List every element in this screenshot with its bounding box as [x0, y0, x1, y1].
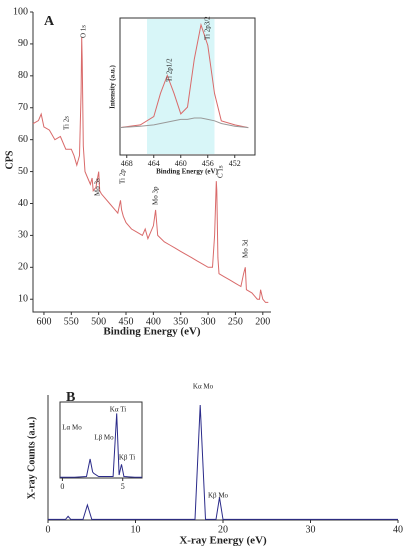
y-tick-label: 50: [18, 166, 28, 177]
x-tick-label: 0: [60, 482, 64, 491]
peak-label: Mo 3s: [94, 178, 102, 196]
panel-label: A: [44, 14, 55, 29]
inset-frame: [59, 401, 143, 479]
y-tick-label: 90: [18, 38, 28, 49]
x-tick-label: 456: [202, 159, 214, 168]
y-tick-label: 20: [18, 262, 28, 273]
peak-label: Kβ Ti: [119, 454, 135, 462]
peak-label: Kα Ti: [110, 406, 127, 414]
x-tick-label: 20: [218, 524, 228, 535]
x-tick-label: 250: [228, 316, 243, 327]
peak-label: Ti 2s: [63, 116, 71, 130]
x-tick-label: 464: [148, 159, 160, 168]
spectrum-line: [119, 22, 249, 129]
x-tick-label: 468: [121, 159, 133, 168]
x-tick-label: 550: [64, 316, 79, 327]
peak-label: Ti 2p: [119, 169, 127, 184]
x-tick-label: 452: [229, 159, 241, 168]
spectrum-line: [32, 37, 269, 303]
x-tick-label: 5: [121, 482, 125, 491]
x-tick-label: 10: [131, 524, 141, 535]
y-tick-label: 30: [18, 230, 28, 241]
x-axis-label: Binding Energy (eV): [156, 168, 219, 176]
x-tick-label: 500: [91, 316, 106, 327]
spectrum-line: [119, 117, 249, 129]
y-axis-label: X-ray Counts (a.u.): [26, 417, 37, 500]
x-tick-label: 350: [173, 316, 188, 327]
y-tick-label: 40: [18, 198, 28, 209]
x-tick-label: 400: [146, 316, 161, 327]
peak-label: Mo 3d: [242, 239, 250, 258]
x-tick-label: 460: [175, 159, 187, 168]
x-tick-label: 0: [46, 524, 51, 535]
panel-label: B: [66, 390, 75, 405]
y-tick-label: 80: [18, 70, 28, 81]
peak-label: Lβ Mo: [94, 434, 114, 442]
spectrum-line: [60, 413, 142, 478]
axes: [59, 402, 142, 479]
y-tick-label: 100: [13, 6, 28, 17]
y-axis-label: Intensity (a.u.): [109, 64, 117, 108]
axes: [32, 12, 271, 313]
peak-label: Lα Mo: [62, 424, 82, 432]
peak-label: Ti 2p3/2: [204, 16, 212, 40]
x-tick-label: 450: [119, 316, 134, 327]
spectrum-line: [48, 404, 398, 520]
x-axis-label: X-ray Energy (eV): [179, 535, 267, 547]
y-axis-label: CPS: [4, 150, 15, 169]
x-tick-label: 300: [201, 316, 216, 327]
peak-label: O 1s: [80, 25, 88, 38]
peak-label: Kα Mo: [193, 383, 214, 391]
x-axis-label: Binding Energy (eV): [103, 326, 201, 338]
peak-label: Kβ Mo: [208, 492, 229, 500]
y-tick-label: 60: [18, 134, 28, 145]
y-tick-label: 70: [18, 102, 28, 113]
peak-label: Mo 3p: [152, 186, 160, 205]
x-tick-label: 600: [36, 316, 51, 327]
y-tick-label: 10: [18, 294, 28, 305]
shaded-region: [147, 19, 215, 154]
peak-label: Ti 2p1/2: [166, 58, 174, 82]
x-tick-label: 30: [306, 524, 316, 535]
x-tick-label: 200: [255, 316, 270, 327]
axes: [119, 18, 255, 156]
peak-label: C 1s: [217, 165, 225, 178]
x-tick-label: 40: [393, 524, 403, 535]
